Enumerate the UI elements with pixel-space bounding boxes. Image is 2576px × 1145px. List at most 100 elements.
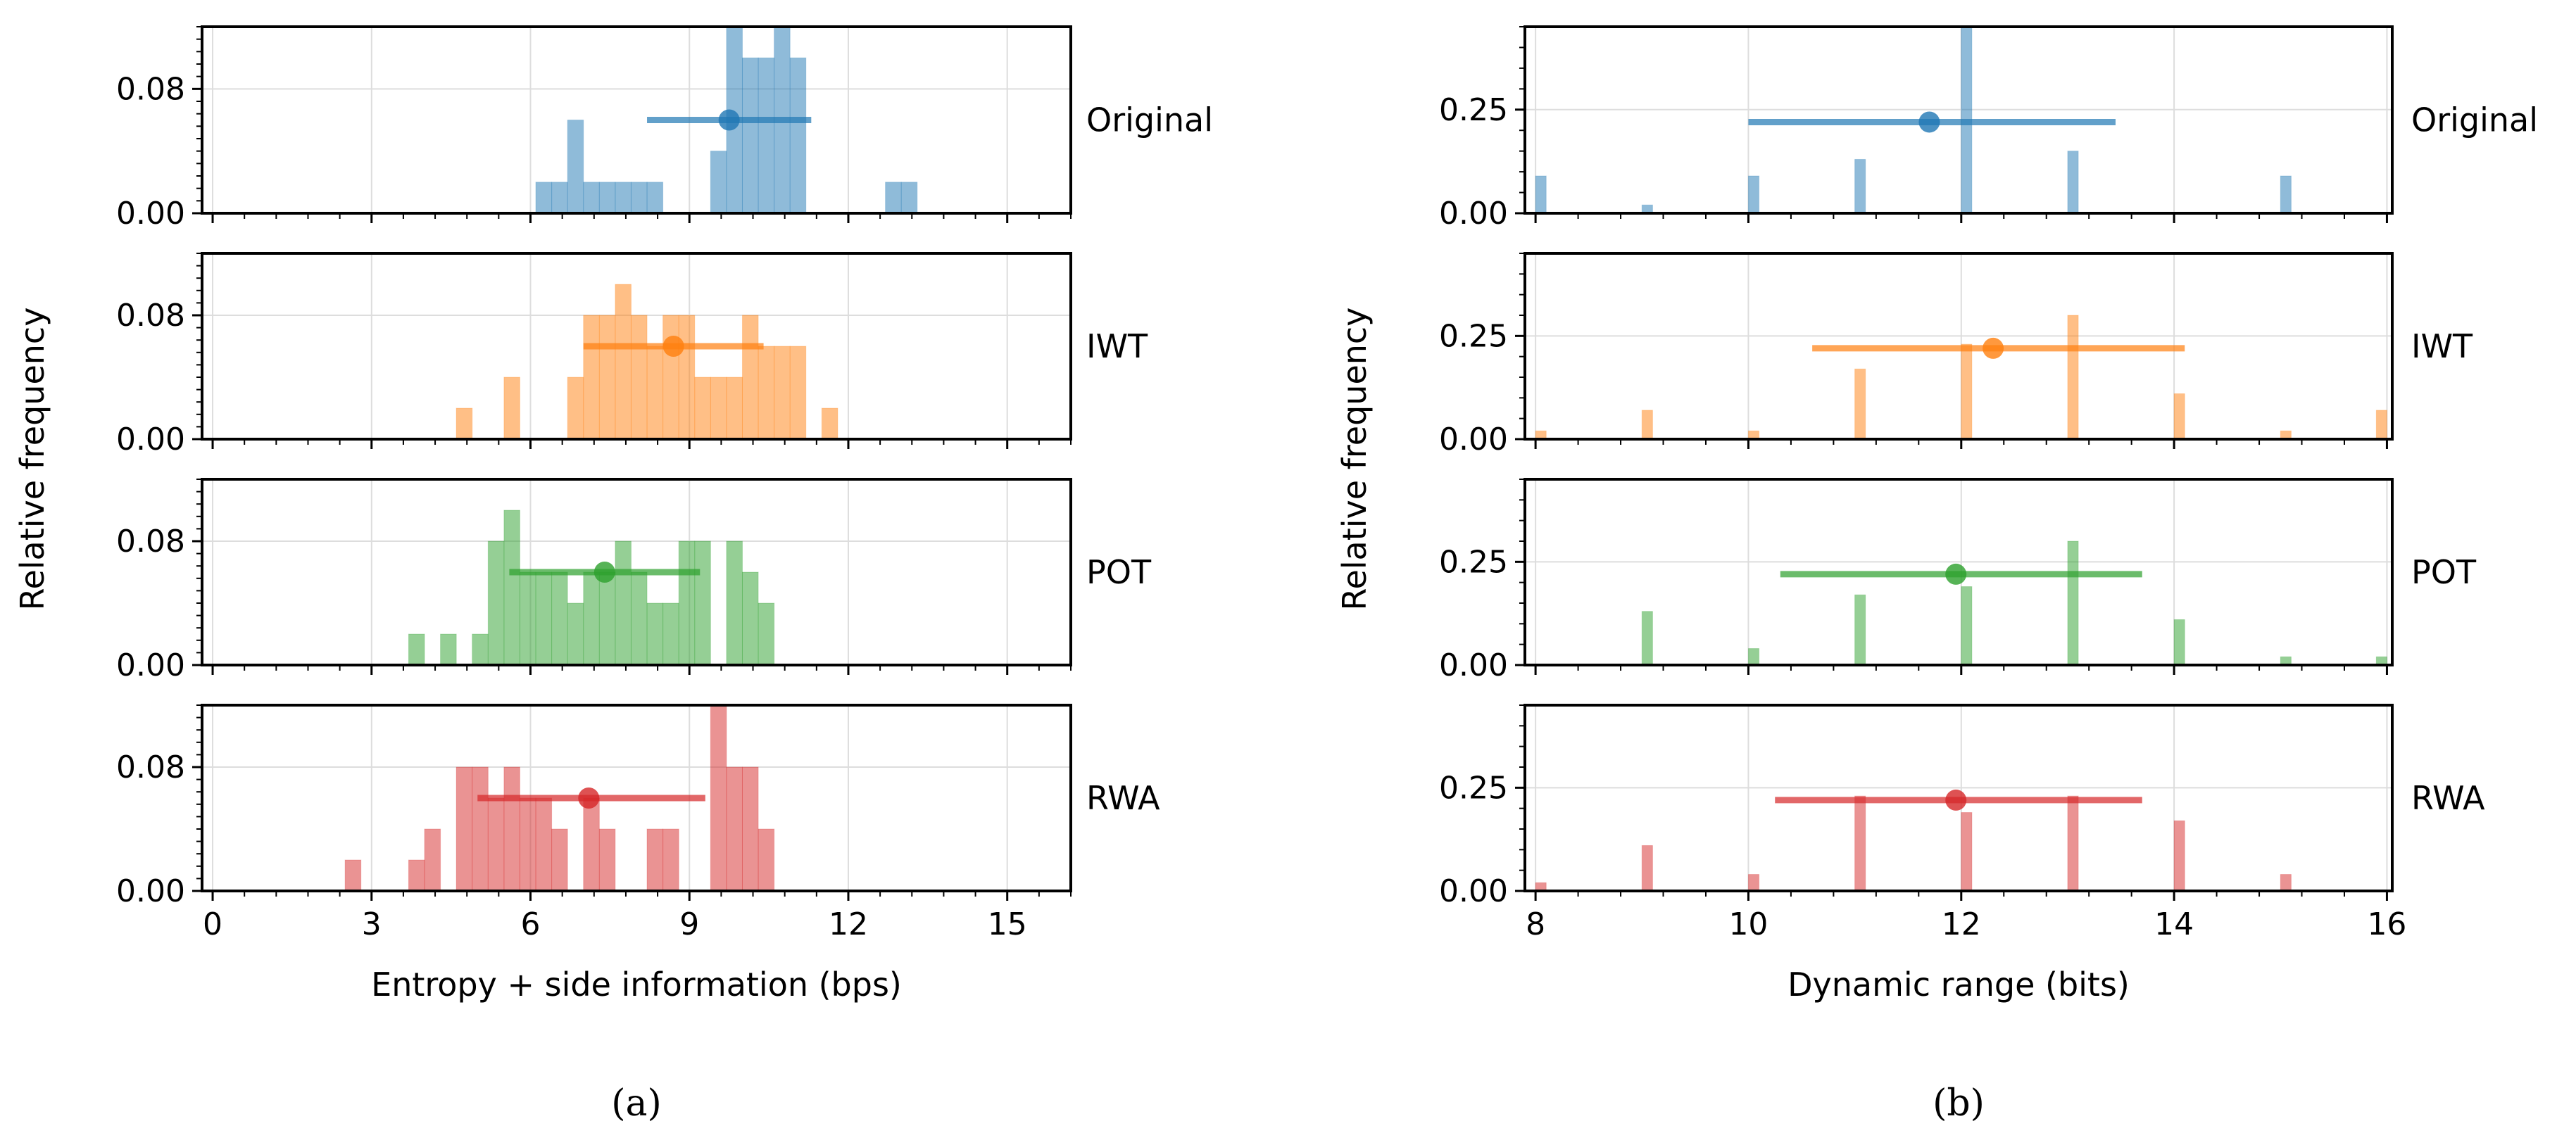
histogram-bar	[551, 571, 568, 665]
y-tick-label: 0.00	[116, 873, 185, 909]
histogram-bar	[741, 766, 759, 891]
histogram-bar	[567, 377, 584, 439]
histogram-bar	[1747, 648, 1760, 665]
y-axis-label: Relative frequency	[13, 308, 51, 611]
histogram-bar	[598, 315, 616, 439]
panel-frame	[201, 478, 1072, 666]
panel-frame	[201, 252, 1072, 441]
histogram-bar	[583, 797, 600, 891]
panel-a-original: 0.00 0.08 Original	[116, 25, 1213, 232]
bars-rwa	[1535, 795, 2292, 891]
histogram-bar	[583, 571, 600, 665]
panel-frame	[1523, 25, 2394, 215]
histogram-bar	[630, 571, 648, 665]
histogram-bar	[551, 182, 568, 213]
histogram-bar	[662, 315, 679, 439]
mean-marker	[593, 562, 615, 583]
histogram-bar	[503, 377, 520, 439]
histogram-bar	[2280, 874, 2292, 891]
histogram-bar	[774, 346, 791, 439]
panel-b-iwt: 0.00 0.25 IWT	[1439, 252, 2473, 457]
mean-marker	[1945, 563, 1967, 585]
chart-a: 0.000.08Original0.000.08IWT0.000.08POT0.…	[13, 25, 1213, 1125]
mean-marker	[578, 787, 600, 809]
x-tick-label: 8	[1526, 906, 1545, 942]
panel-frame	[201, 25, 1072, 215]
series-label: POT	[2411, 553, 2477, 591]
histogram-bar	[710, 705, 727, 891]
histogram-bar	[472, 633, 489, 665]
y-tick-label: 0.08	[116, 71, 185, 107]
histogram-bar	[646, 346, 664, 439]
histogram-bar	[472, 766, 489, 891]
histogram-bar	[1854, 594, 1866, 665]
histogram-bar	[646, 182, 664, 213]
histogram-bar	[1747, 874, 1760, 891]
histogram-bar	[630, 182, 648, 213]
histogram-bar	[567, 602, 584, 665]
x-tick-label: 6	[521, 906, 541, 942]
y-tick-label: 0.00	[1439, 873, 1508, 909]
histogram-bar	[1961, 343, 1973, 439]
bars-iwt	[1535, 315, 2387, 439]
x-tick-label: 15	[988, 906, 1027, 942]
histogram-bar	[408, 633, 425, 665]
panel-b-pot: 0.00 0.25 POT	[1439, 478, 2477, 683]
y-tick-label: 0.25	[1439, 318, 1508, 354]
histogram-bar	[615, 182, 632, 213]
histogram-bar	[615, 284, 632, 439]
histogram-bar	[1854, 795, 1866, 891]
histogram-bar	[646, 602, 664, 665]
histogram-bar	[710, 151, 727, 213]
mean-marker	[1983, 337, 2004, 359]
histogram-bar	[630, 315, 648, 439]
y-tick-label: 0.25	[1439, 92, 1508, 128]
histogram-bar	[1641, 410, 1653, 439]
x-tick-label: 16	[2367, 906, 2406, 942]
histogram-bar	[583, 315, 600, 439]
histogram-bar	[821, 407, 838, 439]
panel-a-pot: 0.00 0.08 POT	[116, 478, 1152, 683]
x-tick-label: 10	[1728, 906, 1768, 942]
mean-marker	[718, 109, 740, 131]
y-tick-label: 0.00	[1439, 196, 1508, 232]
mean-marker	[662, 336, 684, 357]
series-label: IWT	[2411, 327, 2473, 365]
histogram-bar	[1854, 368, 1866, 439]
y-tick-label: 0.00	[116, 647, 185, 683]
histogram-bar	[440, 633, 457, 665]
y-tick-label: 0.00	[116, 422, 185, 457]
histogram-bar	[2067, 315, 2079, 439]
y-axis-label: Relative frequency	[1336, 308, 1374, 611]
histogram-bar	[344, 859, 362, 891]
x-axis-label: Entropy + side information (bps)	[371, 966, 902, 1004]
bars-original	[535, 27, 918, 213]
histogram-bar	[487, 540, 505, 665]
histogram-bar	[741, 571, 759, 665]
histogram-bar	[694, 540, 711, 665]
histogram-bar	[758, 602, 775, 665]
histogram-bar	[615, 540, 632, 665]
histogram-bar	[1641, 204, 1653, 213]
histogram-bar	[1747, 175, 1760, 213]
histogram-bar	[503, 766, 520, 891]
histogram-bar	[598, 828, 616, 891]
panel-b-rwa: 0.00 0.25 RWA	[1439, 704, 2485, 909]
bars-rwa	[344, 705, 775, 891]
y-tick-label: 0.00	[1439, 647, 1508, 683]
x-tick-label: 12	[1942, 906, 1981, 942]
mean-marker	[1918, 111, 1940, 133]
histogram-bar	[726, 766, 743, 891]
panel-frame	[201, 704, 1072, 892]
y-tick-label: 0.08	[116, 749, 185, 785]
histogram-bar	[885, 182, 902, 213]
mean-marker	[1945, 789, 1967, 811]
histogram-bar	[1961, 812, 1973, 891]
histogram-bar	[758, 828, 775, 891]
histogram-bar	[758, 346, 775, 439]
histogram-bar	[455, 407, 473, 439]
histogram-bar	[583, 182, 600, 213]
series-label: POT	[1086, 553, 1152, 591]
histogram-bar	[535, 182, 553, 213]
